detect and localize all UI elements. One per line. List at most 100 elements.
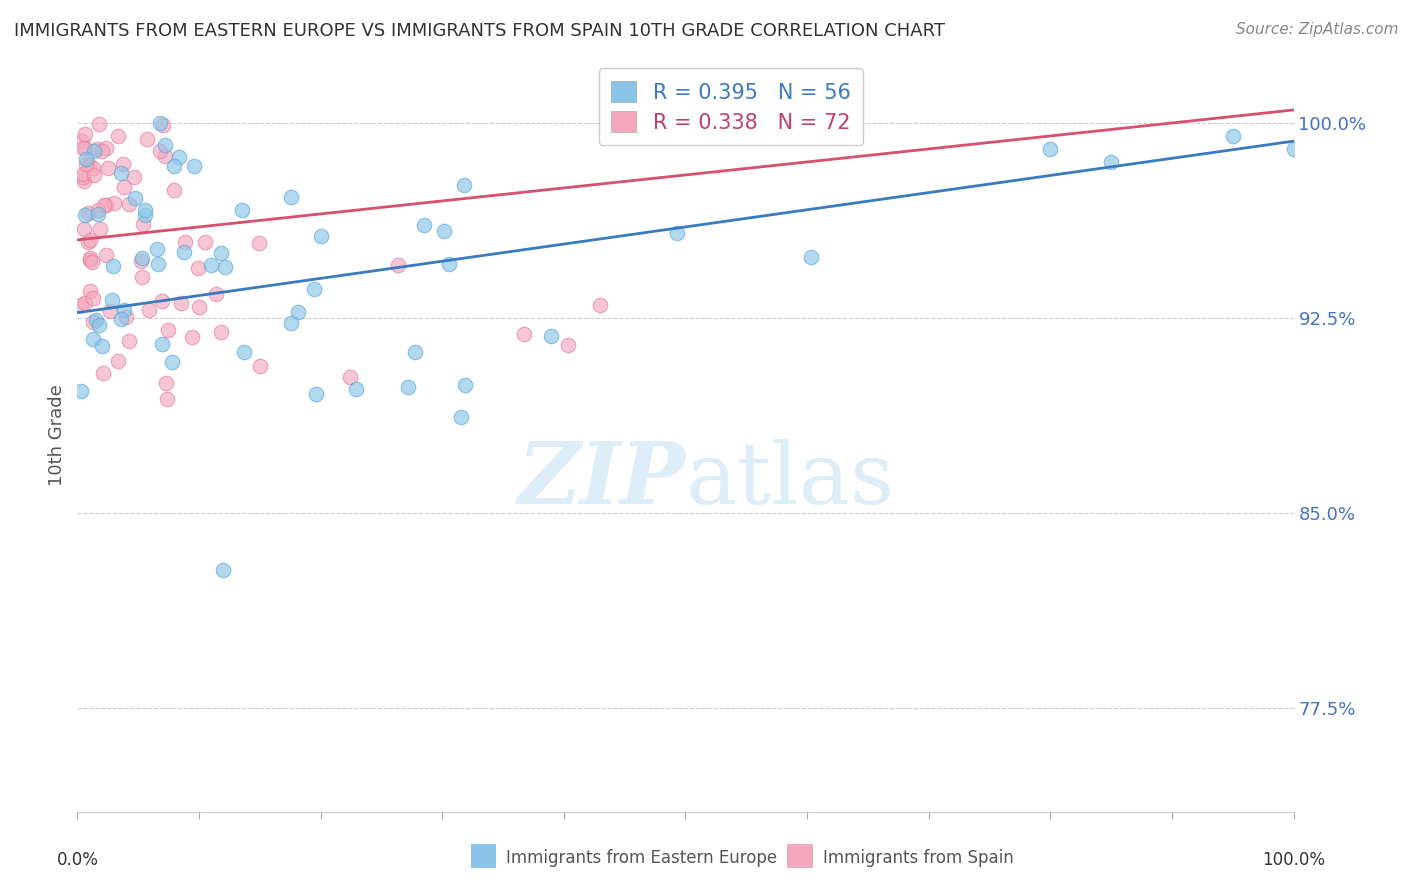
Point bbox=[118, 334, 141, 348]
Point bbox=[149, 116, 172, 130]
Point bbox=[287, 304, 309, 318]
Text: ZIP: ZIP bbox=[517, 438, 686, 522]
Point bbox=[557, 338, 579, 352]
Point bbox=[83, 144, 105, 158]
Point bbox=[115, 310, 138, 324]
Point bbox=[280, 316, 302, 330]
Point bbox=[82, 291, 104, 305]
Point bbox=[86, 142, 108, 156]
Text: 100.0%: 100.0% bbox=[1263, 851, 1324, 869]
Point bbox=[304, 386, 326, 401]
Point bbox=[101, 293, 124, 308]
Point bbox=[112, 157, 135, 171]
Point bbox=[82, 315, 104, 329]
Point bbox=[311, 229, 333, 244]
Point bbox=[72, 141, 94, 155]
Point bbox=[89, 222, 111, 236]
Point bbox=[101, 259, 124, 273]
Point bbox=[173, 244, 195, 259]
Point bbox=[800, 250, 823, 264]
Point bbox=[513, 326, 536, 341]
Point bbox=[302, 281, 325, 295]
Point bbox=[453, 178, 475, 193]
Point bbox=[150, 294, 173, 309]
Point bbox=[83, 168, 105, 182]
Text: Source: ZipAtlas.com: Source: ZipAtlas.com bbox=[1236, 22, 1399, 37]
Point bbox=[110, 166, 132, 180]
Point bbox=[70, 134, 93, 148]
Point bbox=[136, 132, 159, 146]
Point bbox=[75, 141, 97, 155]
Point bbox=[155, 376, 177, 390]
Point bbox=[339, 370, 361, 384]
Point bbox=[413, 218, 436, 232]
Point bbox=[131, 270, 153, 285]
Point bbox=[73, 208, 96, 222]
Point bbox=[209, 246, 232, 260]
Point bbox=[187, 260, 209, 275]
Point bbox=[433, 224, 456, 238]
Point bbox=[84, 313, 107, 327]
Point bbox=[107, 128, 129, 143]
Point bbox=[280, 190, 302, 204]
Point bbox=[163, 183, 186, 197]
Point bbox=[232, 345, 254, 359]
Point bbox=[344, 382, 367, 396]
Point bbox=[540, 329, 562, 343]
Point bbox=[112, 179, 135, 194]
Point bbox=[589, 298, 612, 312]
Point bbox=[75, 157, 97, 171]
Point bbox=[79, 253, 101, 268]
Point bbox=[87, 202, 110, 217]
Point bbox=[75, 152, 97, 166]
Point bbox=[103, 195, 125, 210]
Point bbox=[118, 197, 141, 211]
Point bbox=[112, 302, 135, 317]
Point bbox=[76, 235, 98, 249]
Point bbox=[132, 218, 155, 232]
Point bbox=[96, 140, 118, 154]
Point bbox=[131, 251, 153, 265]
Point bbox=[124, 170, 146, 185]
Point bbox=[110, 312, 132, 326]
Point bbox=[76, 206, 98, 220]
Point bbox=[148, 257, 170, 271]
Point bbox=[173, 235, 195, 250]
Point bbox=[194, 235, 217, 249]
Legend: R = 0.395   N = 56, R = 0.338   N = 72: R = 0.395 N = 56, R = 0.338 N = 72 bbox=[599, 69, 863, 145]
Point bbox=[156, 392, 179, 407]
Text: Immigrants from Eastern Europe: Immigrants from Eastern Europe bbox=[506, 849, 778, 867]
Point bbox=[134, 209, 156, 223]
Text: 0.0%: 0.0% bbox=[56, 851, 98, 869]
Point bbox=[69, 384, 91, 398]
Point bbox=[183, 159, 205, 173]
Point bbox=[231, 202, 253, 217]
Point bbox=[77, 158, 100, 172]
Point bbox=[97, 161, 120, 175]
Point bbox=[437, 257, 460, 271]
Point bbox=[107, 354, 129, 368]
Point bbox=[75, 296, 97, 310]
Point bbox=[94, 248, 117, 262]
Point bbox=[181, 330, 204, 344]
Point bbox=[163, 159, 186, 173]
Point bbox=[160, 355, 183, 369]
Point bbox=[153, 137, 176, 152]
Point bbox=[72, 169, 94, 184]
Point bbox=[129, 253, 152, 268]
Point bbox=[80, 254, 103, 268]
Point bbox=[204, 287, 226, 301]
Point bbox=[91, 144, 114, 158]
Point bbox=[79, 285, 101, 299]
Point bbox=[387, 258, 409, 272]
Point bbox=[73, 174, 96, 188]
Point bbox=[82, 161, 104, 176]
Point bbox=[124, 191, 146, 205]
Point bbox=[666, 227, 689, 241]
Text: atlas: atlas bbox=[686, 439, 894, 522]
Point bbox=[454, 378, 477, 392]
Point bbox=[1282, 142, 1305, 156]
Point bbox=[69, 297, 91, 311]
Point bbox=[155, 148, 177, 162]
Point bbox=[247, 235, 270, 250]
